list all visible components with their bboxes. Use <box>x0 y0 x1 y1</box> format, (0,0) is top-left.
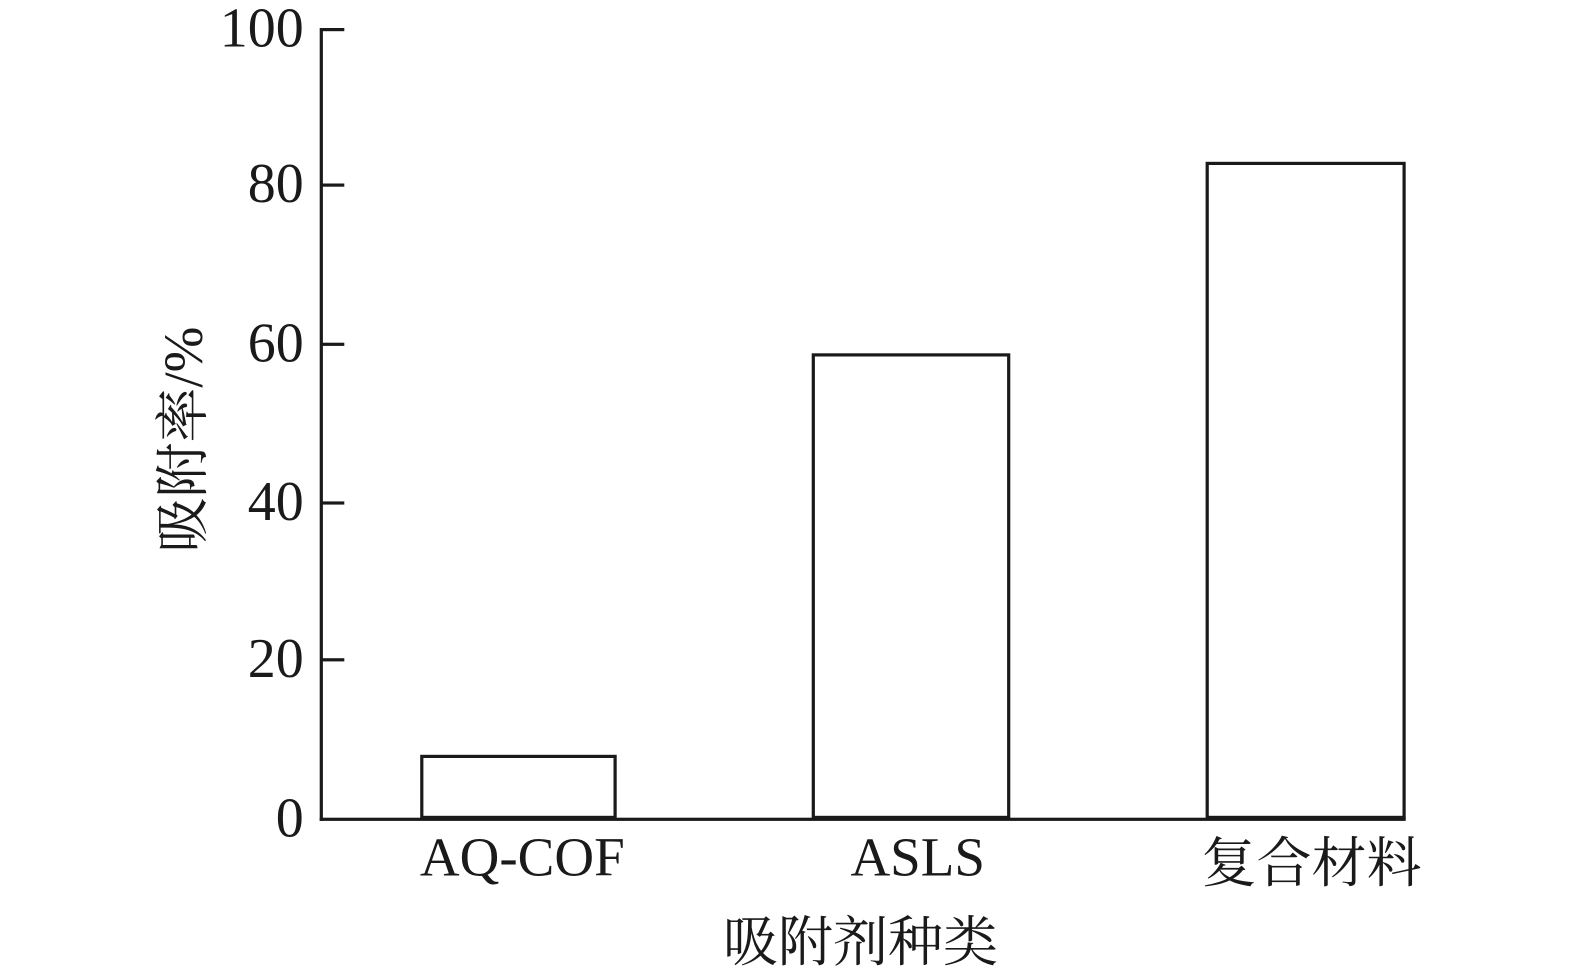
svg-text:100: 100 <box>220 0 304 60</box>
svg-text:40: 40 <box>248 471 304 533</box>
svg-text:AQ-COF: AQ-COF <box>420 827 625 888</box>
svg-text:0: 0 <box>276 787 304 849</box>
svg-text:80: 80 <box>248 153 304 215</box>
svg-text:/%: /% <box>153 326 214 387</box>
svg-text:60: 60 <box>248 312 304 374</box>
svg-text:20: 20 <box>248 628 304 690</box>
svg-text:ASLS: ASLS <box>850 827 985 888</box>
